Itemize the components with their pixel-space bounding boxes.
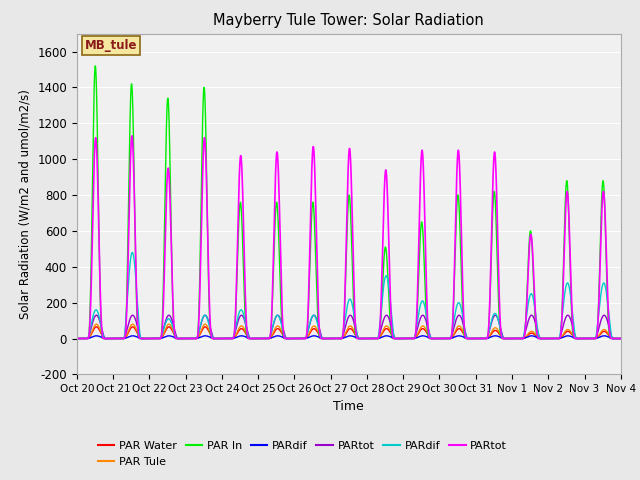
PAR In: [171, 335, 179, 340]
PAR Water: [616, 336, 624, 341]
PARdif: [616, 336, 624, 341]
PARdif: [617, 336, 625, 341]
PARtot: [502, 336, 509, 341]
PARdif: [73, 336, 81, 341]
PAR Tule: [617, 336, 625, 341]
PARtot: [171, 331, 179, 337]
PARtot: [616, 336, 624, 341]
PAR In: [73, 336, 81, 341]
PARdif: [328, 336, 336, 341]
PAR In: [616, 336, 624, 341]
PAR Tule: [73, 336, 81, 341]
PARtot: [502, 336, 509, 341]
PARtot: [73, 336, 81, 341]
X-axis label: Time: Time: [333, 400, 364, 413]
PAR In: [441, 336, 449, 341]
PARdif: [471, 336, 479, 341]
Line: PARdif: PARdif: [77, 252, 621, 338]
PAR Water: [471, 336, 479, 341]
PAR In: [92, 63, 99, 69]
PARtot: [329, 336, 337, 341]
PARdif: [346, 333, 354, 339]
PARtot: [128, 133, 136, 139]
Line: PAR Tule: PAR Tule: [77, 324, 621, 338]
PAR In: [502, 336, 509, 341]
PAR Tule: [202, 321, 209, 327]
Line: PARtot: PARtot: [77, 136, 621, 338]
PAR Water: [617, 336, 625, 341]
PARtot: [617, 336, 625, 341]
PAR Water: [502, 336, 509, 341]
Text: MB_tule: MB_tule: [85, 39, 138, 52]
PAR Tule: [616, 336, 624, 341]
PARdif: [502, 336, 509, 341]
PAR In: [329, 336, 337, 341]
Y-axis label: Solar Radiation (W/m2 and umol/m2/s): Solar Radiation (W/m2 and umol/m2/s): [19, 89, 32, 319]
PAR In: [617, 336, 625, 341]
PARtot: [441, 336, 449, 341]
Line: PAR Water: PAR Water: [77, 327, 621, 338]
PARdif: [171, 331, 179, 336]
PAR Tule: [471, 336, 479, 341]
PAR Water: [73, 336, 81, 341]
PARdif: [441, 336, 449, 341]
PARdif: [73, 336, 81, 341]
PAR Water: [441, 336, 449, 341]
PARdif: [171, 335, 179, 340]
PAR Tule: [329, 336, 337, 341]
Title: Mayberry Tule Tower: Solar Radiation: Mayberry Tule Tower: Solar Radiation: [213, 13, 484, 28]
PARtot: [171, 327, 179, 333]
PARtot: [73, 336, 81, 341]
PARdif: [616, 336, 624, 341]
PARtot: [617, 336, 625, 341]
PAR Water: [329, 336, 337, 341]
PARdif: [441, 336, 449, 341]
PARtot: [441, 336, 449, 341]
PARtot: [471, 336, 479, 341]
PARdif: [617, 336, 625, 341]
PARdif: [329, 336, 337, 341]
PARtot: [471, 336, 479, 341]
PAR Tule: [171, 332, 179, 337]
PARdif: [129, 250, 136, 255]
PARdif: [471, 336, 479, 341]
PARdif: [502, 336, 509, 341]
PARtot: [346, 312, 354, 318]
PAR Tule: [502, 336, 509, 341]
Legend: PAR Water, PAR Tule, PAR In, PARdif, PARtot, PARdif, PARtot: PAR Water, PAR Tule, PAR In, PARdif, PAR…: [93, 437, 511, 471]
PAR In: [471, 336, 479, 341]
PARtot: [616, 336, 624, 341]
Line: PARdif: PARdif: [77, 336, 621, 338]
PAR Tule: [441, 336, 449, 341]
Line: PAR In: PAR In: [77, 66, 621, 338]
PAR Water: [202, 324, 209, 330]
PAR Water: [171, 332, 179, 338]
PARtot: [328, 336, 336, 341]
Line: PARtot: PARtot: [77, 315, 621, 338]
